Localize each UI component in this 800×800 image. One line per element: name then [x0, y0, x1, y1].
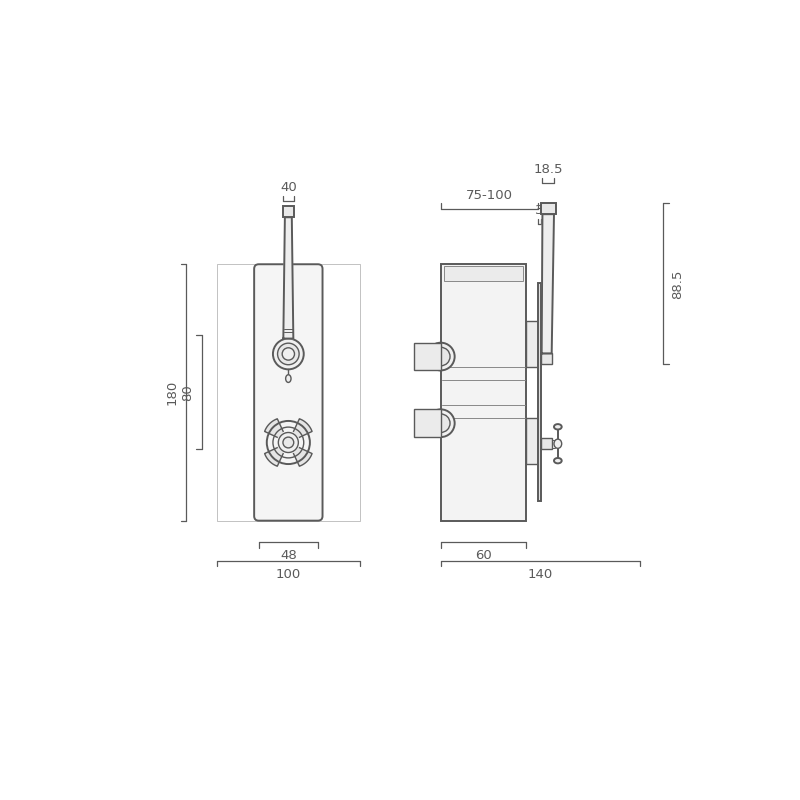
- Ellipse shape: [286, 374, 291, 382]
- Polygon shape: [542, 214, 554, 354]
- Text: 80: 80: [181, 384, 194, 401]
- Polygon shape: [265, 419, 283, 438]
- Bar: [541, 438, 552, 449]
- Bar: [526, 321, 538, 367]
- Circle shape: [283, 437, 294, 448]
- Bar: [282, 206, 294, 218]
- Text: 18.5: 18.5: [533, 163, 562, 177]
- Bar: [217, 264, 359, 521]
- Text: 60: 60: [475, 549, 492, 562]
- Circle shape: [278, 433, 298, 453]
- Ellipse shape: [554, 439, 562, 448]
- Text: 88.5: 88.5: [671, 269, 684, 298]
- Bar: [414, 410, 441, 437]
- Bar: [541, 354, 552, 364]
- Ellipse shape: [554, 458, 562, 463]
- Text: 3: 3: [535, 204, 544, 218]
- Ellipse shape: [554, 424, 562, 430]
- Polygon shape: [294, 448, 312, 466]
- Circle shape: [431, 347, 450, 366]
- Bar: [441, 264, 526, 521]
- Circle shape: [282, 348, 294, 360]
- Polygon shape: [294, 419, 312, 438]
- Bar: [541, 203, 555, 214]
- Circle shape: [278, 343, 299, 365]
- Text: 40: 40: [280, 181, 297, 194]
- Polygon shape: [283, 218, 294, 338]
- FancyBboxPatch shape: [254, 264, 322, 521]
- Circle shape: [427, 342, 454, 370]
- Bar: [414, 342, 441, 370]
- Circle shape: [431, 414, 450, 433]
- Circle shape: [427, 410, 454, 437]
- Bar: [444, 266, 523, 281]
- Bar: [538, 283, 541, 502]
- Polygon shape: [265, 448, 283, 466]
- Text: 180: 180: [166, 380, 178, 405]
- Text: 100: 100: [276, 568, 301, 581]
- Text: 140: 140: [528, 568, 553, 581]
- Text: 48: 48: [280, 549, 297, 562]
- Bar: [526, 418, 538, 464]
- Text: 75-100: 75-100: [466, 189, 513, 202]
- Circle shape: [273, 338, 304, 370]
